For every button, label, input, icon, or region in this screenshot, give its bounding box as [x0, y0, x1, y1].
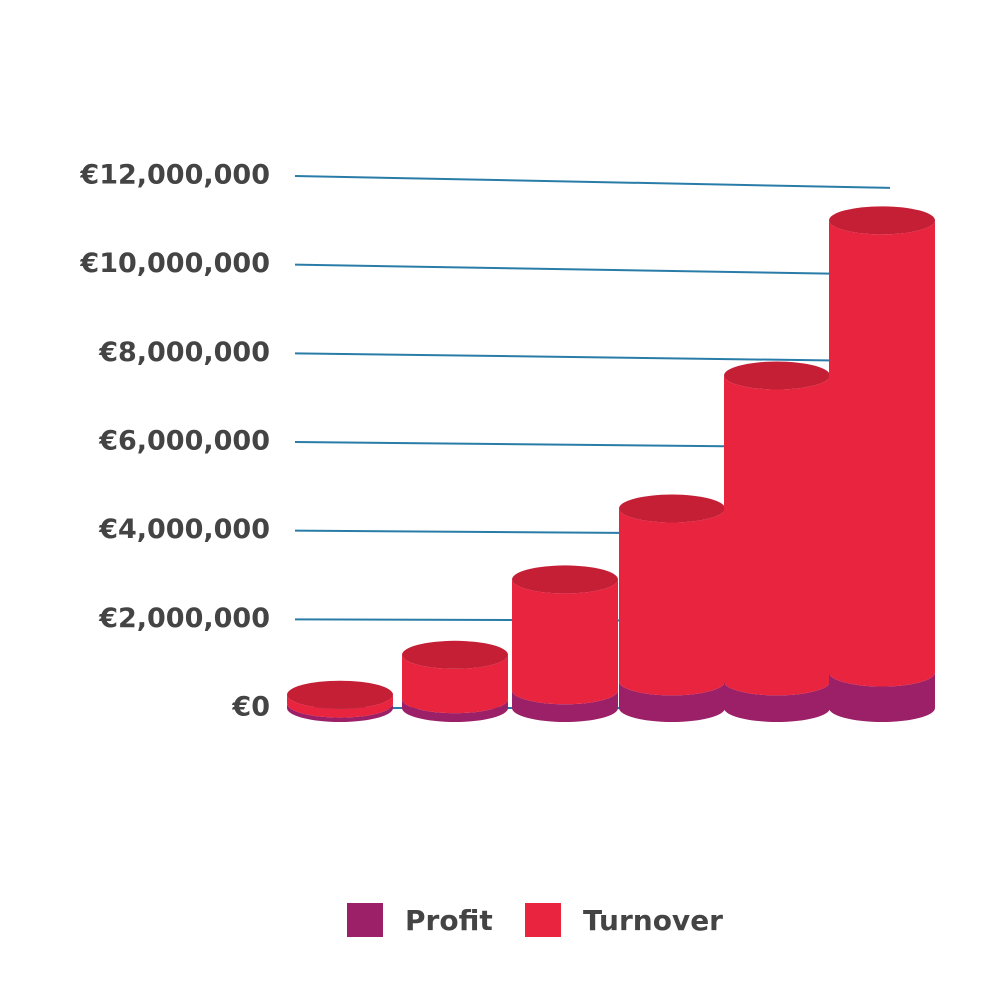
bar-segment: [619, 681, 725, 722]
bar-segment: [512, 579, 618, 705]
bar-top: [512, 565, 618, 594]
bar-segment: [402, 699, 508, 722]
bar-segment: [287, 694, 393, 718]
y-tick-label: €8,000,000: [98, 337, 270, 368]
bar-segment: [724, 681, 830, 722]
bar-segment: [829, 672, 935, 722]
y-tick-label: €2,000,000: [98, 603, 270, 634]
bar-top: [829, 206, 935, 235]
y-tick-label: €0: [231, 692, 270, 723]
bar-top: [402, 640, 508, 669]
bar-top: [724, 361, 830, 390]
y-tick-label: €10,000,000: [79, 248, 270, 279]
bar-top: [619, 494, 725, 523]
grid-line: [294, 352, 891, 363]
bar-segment: [829, 220, 935, 687]
bar-top: [287, 680, 393, 709]
legend-swatch: [347, 903, 383, 937]
bar-segment: [724, 375, 830, 696]
bar-segment: [512, 690, 618, 722]
bar-segment: [619, 508, 725, 696]
y-tick-label: €12,000,000: [79, 160, 270, 191]
y-tick-label: €6,000,000: [98, 426, 270, 457]
legend-label: Profit: [405, 904, 493, 937]
legend-label: Turnover: [583, 904, 723, 937]
legend-swatch: [525, 903, 561, 937]
bar-segment: [287, 703, 393, 722]
grid-line: [294, 175, 891, 189]
y-tick-label: €4,000,000: [98, 514, 270, 545]
grid-line: [294, 263, 891, 276]
bar-segment: [402, 654, 508, 714]
